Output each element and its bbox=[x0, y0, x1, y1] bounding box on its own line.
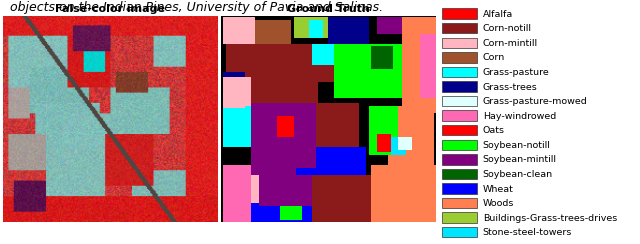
Title: Ground Truth: Ground Truth bbox=[287, 4, 369, 14]
Text: Wheat: Wheat bbox=[483, 184, 514, 193]
Bar bbox=[442, 67, 477, 77]
Bar bbox=[442, 96, 477, 106]
Bar bbox=[442, 169, 477, 179]
Text: Stone-steel-towers: Stone-steel-towers bbox=[483, 228, 572, 237]
Bar bbox=[442, 8, 477, 19]
Text: Buildings-Grass-trees-drives: Buildings-Grass-trees-drives bbox=[483, 214, 617, 223]
Text: Corn-notill: Corn-notill bbox=[483, 24, 532, 33]
Text: Corn: Corn bbox=[483, 53, 505, 62]
Bar bbox=[442, 38, 477, 48]
Text: Grass-pasture-mowed: Grass-pasture-mowed bbox=[483, 97, 588, 106]
Bar bbox=[442, 23, 477, 33]
Text: Grass-pasture: Grass-pasture bbox=[483, 68, 550, 77]
Bar bbox=[442, 52, 477, 63]
Bar bbox=[442, 125, 477, 135]
Text: Soybean-clean: Soybean-clean bbox=[483, 170, 553, 179]
Bar bbox=[442, 183, 477, 194]
Bar bbox=[442, 227, 477, 237]
Title: False-color image: False-color image bbox=[56, 4, 165, 14]
Text: objects on the Indian Pines, University of Pavia and Salinas.: objects on the Indian Pines, University … bbox=[10, 1, 383, 14]
Bar bbox=[442, 81, 477, 92]
Text: Woods: Woods bbox=[483, 199, 514, 208]
Text: Grass-trees: Grass-trees bbox=[483, 82, 538, 92]
Text: Corn-mintill: Corn-mintill bbox=[483, 39, 538, 48]
Text: Soybean-notill: Soybean-notill bbox=[483, 141, 550, 150]
Text: Soybean-mintill: Soybean-mintill bbox=[483, 155, 557, 164]
Bar bbox=[442, 198, 477, 208]
Bar bbox=[442, 111, 477, 121]
Bar bbox=[442, 154, 477, 165]
Text: Alfalfa: Alfalfa bbox=[483, 10, 513, 19]
Bar bbox=[442, 213, 477, 223]
Bar bbox=[442, 140, 477, 150]
Text: Hay-windrowed: Hay-windrowed bbox=[483, 112, 556, 121]
Text: Oats: Oats bbox=[483, 126, 505, 135]
